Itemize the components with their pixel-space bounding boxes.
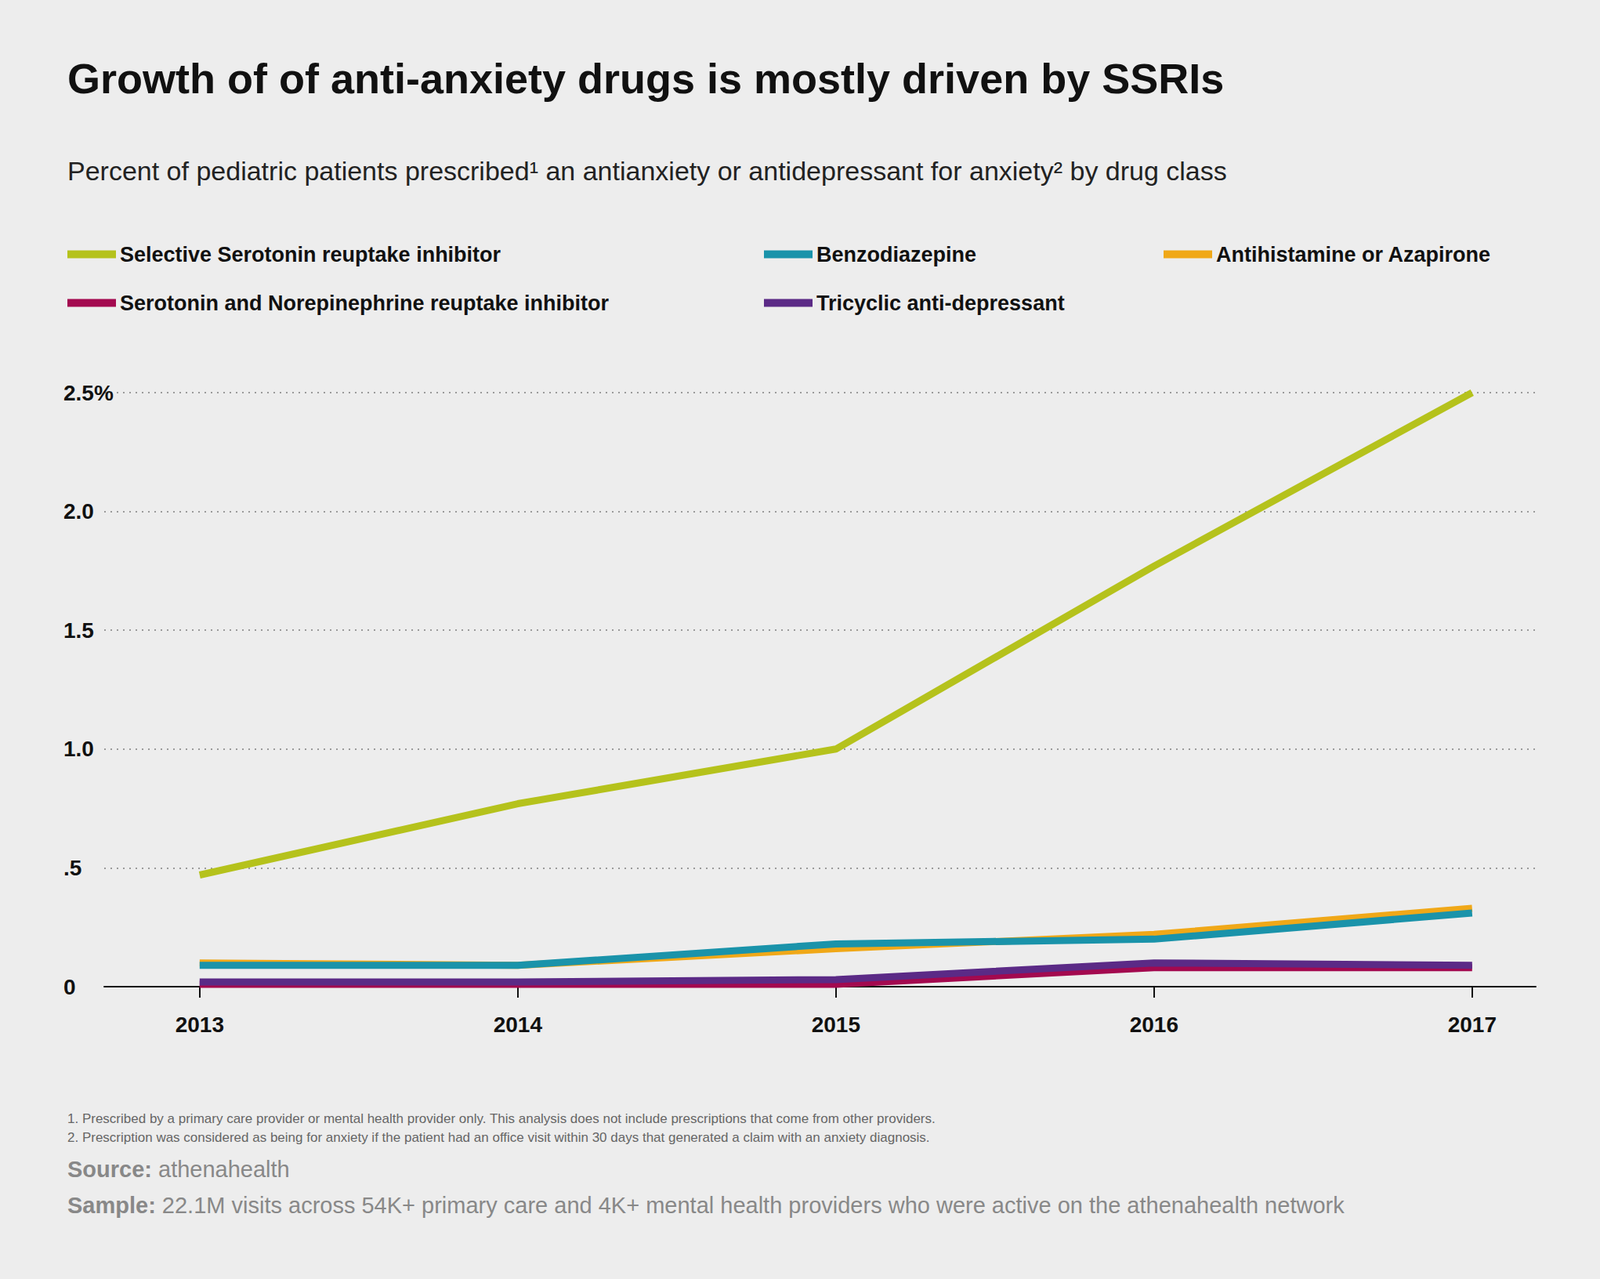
svg-text:Serotonin and Norepinephrine r: Serotonin and Norepinephrine reuptake in… [119,291,610,315]
svg-text:0: 0 [63,974,77,1000]
svg-text:2.5%: 2.5% [63,380,114,406]
svg-text:Percent of pediatric patients: Percent of pediatric patients prescribed… [67,155,1228,186]
svg-text:Antihistamine or Azapirone: Antihistamine or Azapirone [1216,242,1491,267]
svg-text:Source:: Source: [67,1156,153,1182]
svg-text:2016: 2016 [1129,1012,1179,1037]
svg-text:Sample:: Sample: [67,1192,156,1218]
svg-text:2013: 2013 [175,1012,225,1037]
svg-text:2017: 2017 [1447,1012,1497,1037]
svg-text:2015: 2015 [811,1012,861,1037]
svg-text:22.1M visits across 54K+ prima: 22.1M visits across 54K+ primary care an… [162,1192,1345,1218]
svg-text:1.5: 1.5 [63,618,95,643]
svg-text:athenahealth: athenahealth [158,1156,290,1182]
svg-text:Selective Serotonin reuptake i: Selective Serotonin reuptake inhibitor [119,242,502,267]
svg-text:1. Prescribed by a primary car: 1. Prescribed by a primary care provider… [67,1111,936,1126]
svg-text:Tricyclic anti-depressant: Tricyclic anti-depressant [816,291,1065,315]
svg-text:1.0: 1.0 [63,736,95,761]
svg-text:2. Prescription was considered: 2. Prescription was considered as being … [67,1129,931,1145]
svg-text:Benzodiazepine: Benzodiazepine [816,242,977,267]
svg-text:.5: .5 [63,855,82,880]
svg-text:2014: 2014 [493,1012,543,1037]
svg-text:Growth of of anti-anxiety drug: Growth of of anti-anxiety drugs is mostl… [67,54,1224,102]
svg-text:2.0: 2.0 [63,499,95,524]
